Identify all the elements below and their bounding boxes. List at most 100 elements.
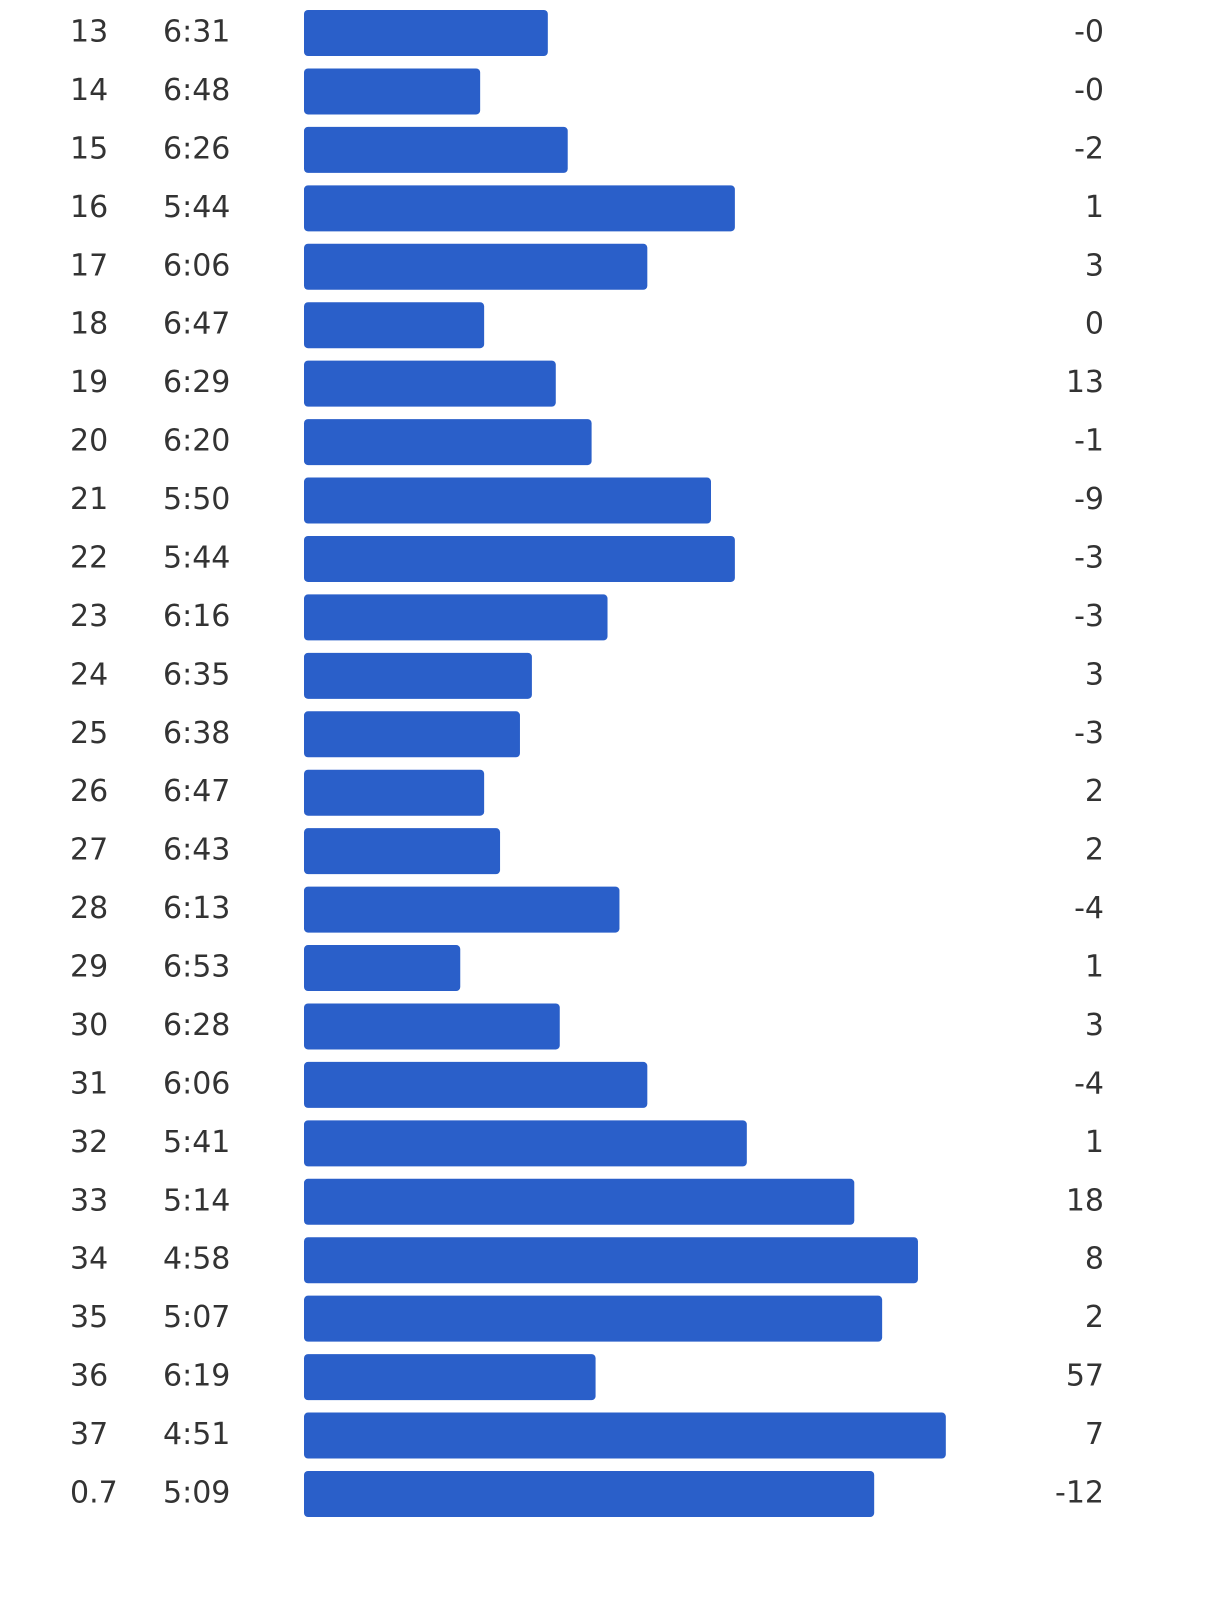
elevation-label: -2 — [1074, 131, 1104, 166]
pace-bar — [304, 68, 481, 115]
pace-bar — [304, 1003, 560, 1050]
pace-label: 6:20 — [163, 424, 230, 459]
elevation-label: 1 — [1085, 190, 1104, 225]
pace-label: 4:58 — [163, 1242, 230, 1277]
km-label: 18 — [70, 307, 108, 342]
pace-label: 6:47 — [163, 307, 230, 342]
elevation-label: -1 — [1074, 424, 1104, 459]
pace-label: 6:48 — [163, 73, 230, 108]
pace-bar — [304, 10, 548, 56]
km-label: 21 — [70, 482, 108, 517]
km-label: 15 — [70, 131, 108, 166]
pace-label: 6:06 — [163, 1066, 230, 1101]
elevation-label: -4 — [1074, 1066, 1104, 1101]
elevation-label: 2 — [1085, 774, 1104, 809]
elevation-label: 18 — [1066, 1183, 1104, 1218]
elevation-label: -3 — [1074, 599, 1104, 634]
km-label: 14 — [70, 73, 108, 108]
pace-label: 6:47 — [163, 774, 230, 809]
elevation-label: 1 — [1085, 950, 1104, 985]
pace-bar — [304, 711, 520, 758]
elevation-label: 3 — [1085, 1008, 1104, 1043]
elevation-label: -12 — [1055, 1476, 1104, 1511]
elevation-label: -9 — [1074, 482, 1104, 517]
pace-label: 6:31 — [163, 15, 230, 50]
elevation-label: 13 — [1066, 365, 1104, 400]
km-label: 17 — [70, 248, 108, 283]
pace-bar — [304, 1061, 648, 1108]
pace-bar — [304, 945, 461, 992]
pace-label: 6:43 — [163, 833, 230, 868]
pace-label: 6:13 — [163, 891, 230, 926]
km-label: 20 — [70, 424, 108, 459]
km-label: 30 — [70, 1008, 108, 1043]
pace-bar — [304, 243, 648, 290]
km-label: 13 — [70, 15, 108, 50]
pace-bar — [304, 360, 556, 407]
km-label: 35 — [70, 1300, 108, 1335]
pace-label: 6:29 — [163, 365, 230, 400]
km-label: 37 — [70, 1417, 108, 1452]
pace-label: 4:51 — [163, 1417, 230, 1452]
km-label: 16 — [70, 190, 108, 225]
elevation-label: -0 — [1074, 73, 1104, 108]
pace-bar — [304, 535, 735, 582]
km-label: 22 — [70, 540, 108, 575]
km-label: 24 — [70, 657, 108, 692]
pace-label: 5:14 — [163, 1183, 230, 1218]
pace-bar — [304, 1354, 596, 1401]
elevation-label: 57 — [1066, 1359, 1104, 1394]
pace-label: 6:16 — [163, 599, 230, 634]
elevation-label: -3 — [1074, 540, 1104, 575]
km-label: 26 — [70, 774, 108, 809]
km-label: 28 — [70, 891, 108, 926]
elevation-label: -3 — [1074, 716, 1104, 751]
pace-bar — [304, 1471, 875, 1517]
elevation-label: 2 — [1085, 1300, 1104, 1335]
km-label: 19 — [70, 365, 108, 400]
km-label: 0.7 — [70, 1476, 118, 1511]
pace-bar — [304, 477, 711, 524]
pace-label: 6:28 — [163, 1008, 230, 1043]
pace-bar — [304, 419, 592, 466]
km-label: 23 — [70, 599, 108, 634]
elevation-label: 8 — [1085, 1242, 1104, 1277]
pace-label: 6:26 — [163, 131, 230, 166]
km-label: 36 — [70, 1359, 108, 1394]
elevation-label: -4 — [1074, 891, 1104, 926]
pace-label: 6:53 — [163, 950, 230, 985]
pace-bar — [304, 1178, 855, 1225]
km-label: 31 — [70, 1066, 108, 1101]
pace-bar — [304, 594, 608, 641]
km-label: 25 — [70, 716, 108, 751]
km-label: 29 — [70, 950, 108, 985]
pace-label: 5:44 — [163, 190, 230, 225]
pace-bar — [304, 1412, 946, 1459]
elevation-label: 1 — [1085, 1125, 1104, 1160]
km-label: 34 — [70, 1242, 108, 1277]
pace-bar — [304, 769, 485, 816]
elevation-label: -0 — [1074, 15, 1104, 50]
pace-bar — [304, 652, 532, 699]
pace-label: 5:41 — [163, 1125, 230, 1160]
km-label: 32 — [70, 1125, 108, 1160]
pace-label: 5:44 — [163, 540, 230, 575]
elevation-label: 3 — [1085, 657, 1104, 692]
pace-bar — [304, 126, 568, 173]
pace-bar — [304, 828, 501, 875]
pace-label: 6:06 — [163, 248, 230, 283]
pace-bar — [304, 185, 735, 232]
pace-bar — [304, 886, 620, 933]
elevation-label: 0 — [1085, 307, 1104, 342]
km-label: 33 — [70, 1183, 108, 1218]
pace-bar — [304, 302, 485, 349]
pace-bar — [304, 1295, 883, 1342]
elevation-label: 2 — [1085, 833, 1104, 868]
pace-label: 6:19 — [163, 1359, 230, 1394]
pace-bar — [304, 1237, 918, 1284]
pace-label: 5:09 — [163, 1476, 230, 1511]
pace-bar — [304, 1120, 747, 1167]
km-label: 27 — [70, 833, 108, 868]
